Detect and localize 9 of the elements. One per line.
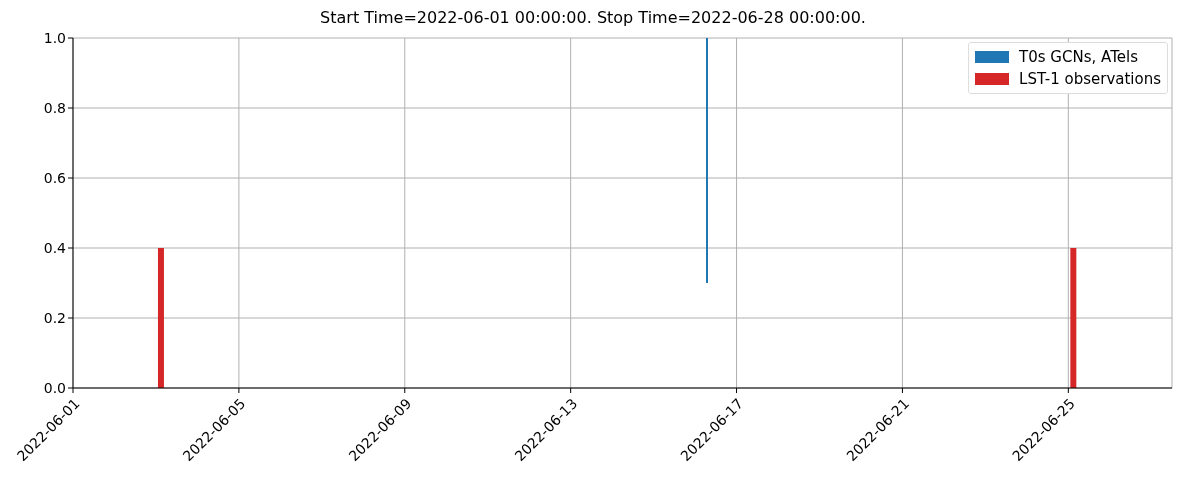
legend-label: LST-1 observations [1019,70,1161,88]
y-tick-label: 0.6 [43,169,67,186]
y-tick-label: 1.0 [43,29,66,46]
y-tick-label: 0.8 [43,99,66,116]
y-tick-label: 0.4 [43,239,67,256]
chart-title: Start Time=2022-06-01 00:00:00. Stop Time=2022-06-28 00:00:00. [319,8,867,28]
y-tick-label: 0.2 [43,309,66,326]
legend-label: T0s GCNs, ATels [1019,48,1138,66]
y-tick-label: 0.0 [43,379,66,396]
